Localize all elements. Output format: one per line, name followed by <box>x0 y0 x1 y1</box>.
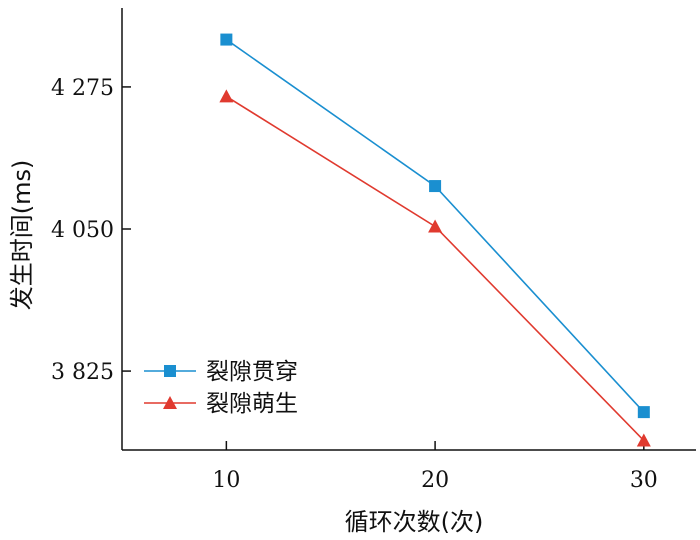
y-tick-label: 3 825 <box>51 360 114 385</box>
series-group <box>220 33 650 419</box>
x-tick-label: 10 <box>212 468 240 493</box>
x-tick-label: 20 <box>421 468 449 493</box>
series-point-triangle <box>428 219 443 233</box>
series-point-triangle <box>163 396 177 409</box>
series-point-square <box>220 33 233 46</box>
series-point-square <box>164 365 176 377</box>
y-tick-label: 4 275 <box>51 76 114 101</box>
legend-item: 裂隙萌生 <box>144 391 298 417</box>
series-point-square <box>429 180 442 193</box>
legend-label: 裂隙萌生 <box>206 391 298 417</box>
series-point-square <box>637 406 650 419</box>
series-point-triangle <box>219 89 234 103</box>
series-point-triangle <box>636 433 651 447</box>
x-ticks: 10 20 30 <box>212 441 658 493</box>
series-layer <box>219 33 651 447</box>
y-ticks: 4 275 4 050 3 825 <box>51 76 131 385</box>
legend-item: 裂隙贯穿 <box>144 359 298 385</box>
x-tick-label: 30 <box>630 468 658 493</box>
legend-label: 裂隙贯穿 <box>206 359 298 385</box>
series-line <box>225 95 645 442</box>
y-axis-title: 发生时间(ms) <box>8 160 36 311</box>
x-axis-title: 循环次数(次) <box>345 508 484 536</box>
y-tick-label: 4 050 <box>51 218 114 243</box>
series-group <box>219 89 651 447</box>
